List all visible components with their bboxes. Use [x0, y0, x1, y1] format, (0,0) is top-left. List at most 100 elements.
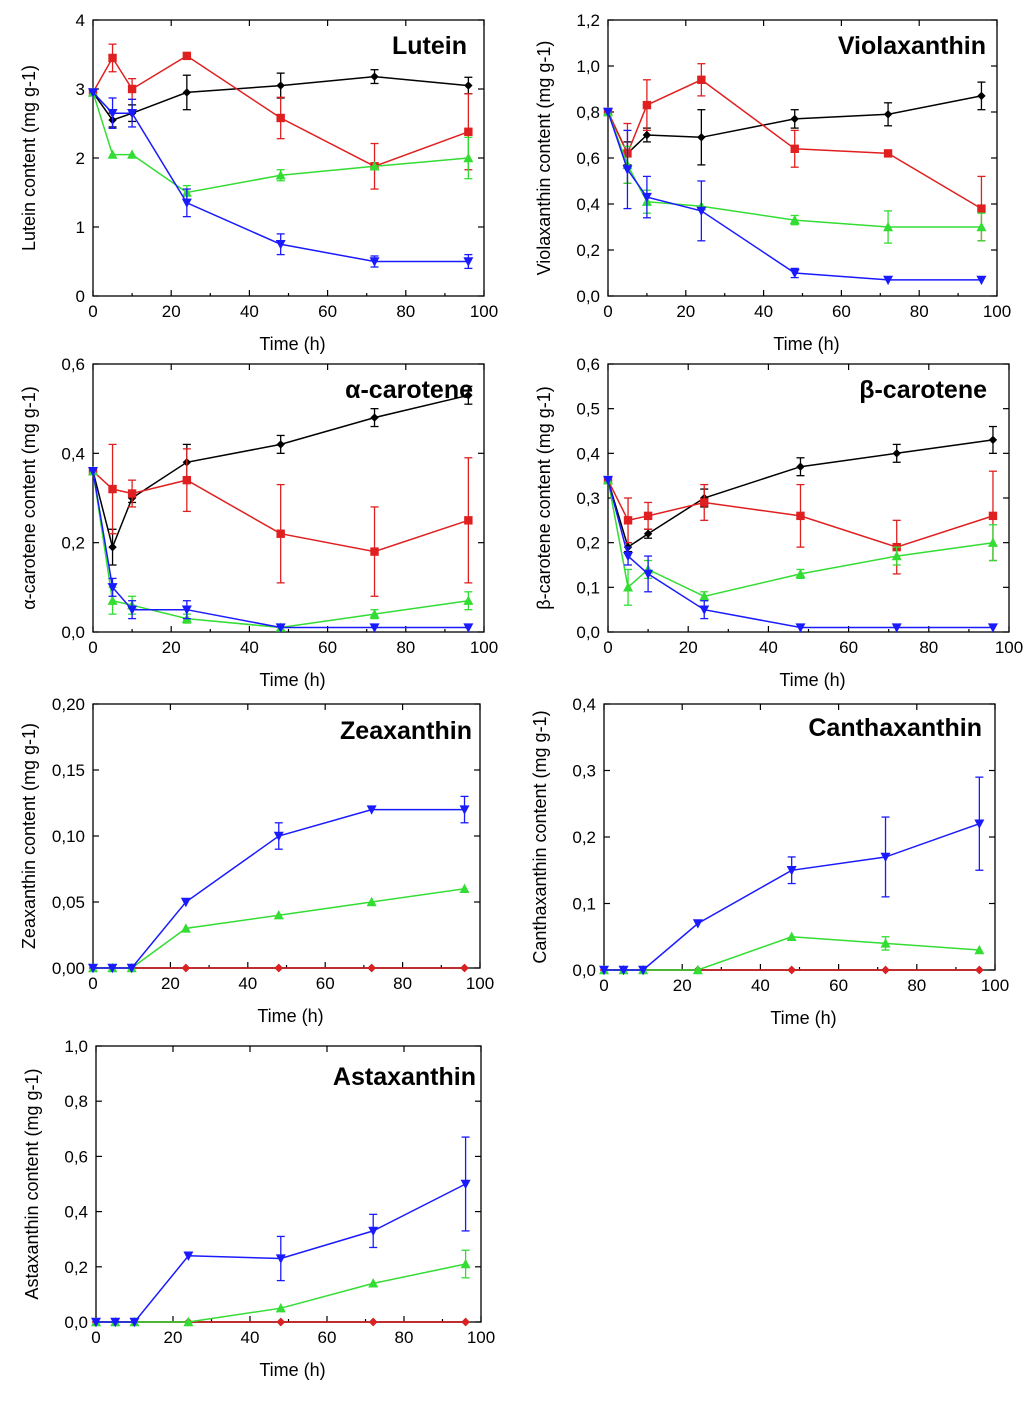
canthaxanthin-x-tick-label: 0	[599, 976, 608, 995]
carotene-y-tick-label: 0,2	[576, 534, 600, 553]
carotene-y-tick-label: 0,5	[576, 400, 600, 419]
carotene-x-tick-label: 0	[603, 638, 612, 657]
lutein-x-tick-label: 20	[162, 302, 181, 321]
violaxanthin-red-point	[697, 75, 706, 84]
astaxanthin-series-blue	[91, 1136, 471, 1328]
zeaxanthin-green-point	[273, 910, 284, 920]
carotene-blue-point	[369, 623, 380, 633]
canthaxanthin-x-tick-label: 40	[751, 976, 770, 995]
violaxanthin-y-tick-label: 1,2	[576, 11, 600, 30]
lutein-y-tick-label: 4	[76, 11, 85, 30]
violaxanthin-green-point	[976, 221, 987, 232]
astaxanthin-red-point	[461, 1317, 470, 1327]
violaxanthin-red-point	[977, 204, 986, 213]
astaxanthin-y-tick-label: 0,6	[64, 1147, 88, 1166]
carotene-y-axis-title: β-carotene content (mg g-1)	[534, 386, 554, 609]
astaxanthin-blue-point	[110, 1317, 121, 1328]
carotene-y-tick-label: 0,6	[61, 355, 85, 374]
carotene-chart-title: α-carotene	[345, 376, 473, 404]
lutein-x-tick-label: 40	[240, 302, 259, 321]
canthaxanthin-green-point	[880, 938, 891, 948]
carotene-y-tick-label: 0,2	[61, 534, 85, 553]
violaxanthin-black-point	[977, 91, 986, 101]
zeaxanthin-x-tick-label: 40	[238, 974, 257, 993]
zeaxanthin-y-tick-label: 0,20	[52, 695, 85, 714]
canthaxanthin-blue-point	[692, 919, 703, 929]
zeaxanthin-chart-title: Zeaxanthin	[340, 717, 472, 745]
violaxanthin-y-tick-label: 1,0	[576, 57, 600, 76]
carotene-blue-point	[603, 475, 613, 486]
carotene-x-tick-label: 20	[679, 638, 698, 657]
carotene-red-point	[108, 484, 117, 494]
carotene-green-point	[463, 595, 474, 605]
carotene-green-point	[891, 550, 902, 561]
violaxanthin-black-point	[697, 133, 706, 142]
astaxanthin-red-point	[369, 1317, 378, 1327]
violaxanthin-blue-point	[641, 192, 652, 203]
canthaxanthin-y-tick-label: 0,2	[572, 828, 596, 847]
carotene-y-tick-label: 0,0	[61, 623, 85, 642]
carotene-red-point	[127, 489, 137, 498]
carotene-y-tick-label: 0,4	[576, 444, 600, 463]
carotene-red-point	[988, 511, 998, 521]
zeaxanthin-green-point	[180, 923, 191, 933]
chart-carotene: 0 20 40 60 80 100 0,0 0,2 0,4 0,6 Time (h) α-carote…	[19, 355, 498, 690]
carotene-x-tick-label: 40	[759, 638, 778, 657]
astaxanthin-y-axis-title: Astaxanthin content (mg g-1)	[22, 1068, 42, 1299]
carotene-blue-point	[643, 569, 654, 580]
canthaxanthin-blue-point	[786, 866, 797, 876]
carotene-x-tick-label: 80	[919, 638, 938, 657]
lutein-series-blue	[88, 88, 474, 270]
violaxanthin-blue-point	[883, 275, 894, 286]
carotene-blue-point	[88, 467, 98, 477]
zeaxanthin-red-point	[367, 963, 376, 973]
violaxanthin-blue-point	[789, 268, 800, 279]
canthaxanthin-blue-point	[638, 965, 649, 976]
astaxanthin-blue-point	[368, 1226, 379, 1237]
canthaxanthin-x-tick-label: 20	[673, 976, 692, 995]
zeaxanthin-x-tick-label: 60	[316, 974, 335, 993]
astaxanthin-y-tick-label: 0,4	[64, 1203, 88, 1222]
violaxanthin-y-tick-label: 0,4	[576, 195, 600, 214]
canthaxanthin-green-point	[692, 964, 703, 975]
canthaxanthin-blue-point	[974, 819, 985, 829]
chart-astaxanthin: 0 20 40 60 80 100 0,0 0,2 0,4 0,6 0,8 1,0 Time (h) As…	[22, 1037, 495, 1380]
lutein-blue-point	[463, 257, 474, 267]
canthaxanthin-red-point	[975, 965, 984, 975]
violaxanthin-red-point	[790, 144, 799, 153]
astaxanthin-x-tick-label: 80	[395, 1328, 414, 1347]
lutein-red-point	[127, 84, 137, 94]
zeaxanthin-x-tick-label: 80	[393, 974, 412, 993]
zeaxanthin-y-tick-label: 0,10	[52, 827, 85, 846]
astaxanthin-y-tick-label: 1,0	[64, 1037, 88, 1056]
zeaxanthin-blue-point	[88, 963, 98, 974]
lutein-green-point	[369, 161, 380, 171]
carotene-red-point	[700, 498, 709, 507]
lutein-y-tick-label: 2	[76, 149, 85, 168]
violaxanthin-y-tick-label: 0,2	[576, 241, 600, 260]
lutein-y-tick-label: 0	[76, 287, 85, 306]
lutein-red-point	[182, 51, 192, 61]
violaxanthin-y-tick-label: 0,0	[576, 287, 600, 306]
violaxanthin-red-point	[883, 149, 893, 158]
lutein-green-point	[275, 170, 286, 180]
canthaxanthin-y-tick-label: 0,3	[572, 762, 596, 781]
zeaxanthin-green-point	[366, 896, 377, 907]
astaxanthin-green-point	[275, 1303, 286, 1313]
astaxanthin-y-tick-label: 0,0	[64, 1313, 88, 1332]
violaxanthin-green-point	[883, 221, 894, 232]
zeaxanthin-x-axis-title: Time (h)	[257, 1006, 323, 1026]
zeaxanthin-red-point	[460, 963, 469, 973]
zeaxanthin-green-point	[459, 883, 470, 893]
lutein-red-point	[464, 127, 473, 136]
canthaxanthin-x-tick-label: 100	[981, 976, 1009, 995]
astaxanthin-chart-title: Astaxanthin	[333, 1063, 476, 1091]
lutein-y-tick-label: 3	[76, 80, 85, 99]
carotene-x-tick-label: 20	[162, 638, 181, 657]
carotene-series-blue	[603, 475, 998, 633]
carotene-y-tick-label: 0,1	[576, 578, 600, 597]
lutein-green-point	[463, 152, 474, 163]
canthaxanthin-chart-title: Canthaxanthin	[808, 714, 982, 742]
lutein-blue-point	[107, 108, 118, 119]
